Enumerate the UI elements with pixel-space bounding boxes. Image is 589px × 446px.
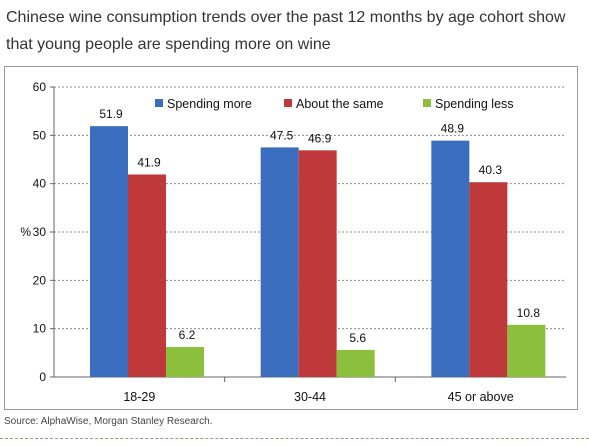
bars [90, 126, 546, 378]
data-label: 41.9 [137, 155, 161, 169]
bar [166, 347, 204, 377]
chart-frame: 0 10 20 30 40 50 60% 18-29 30-44 45 or above 51.9… [4, 66, 578, 410]
y-tick-label: 50 [33, 128, 47, 142]
bar [431, 140, 470, 377]
bar-chart: 0 10 20 30 40 50 60% 18-29 30-44 45 or above 51.9… [20, 80, 566, 404]
y-tick-label: 10 [33, 322, 47, 336]
data-label: 6.2 [179, 328, 196, 342]
y-tick-label: 60 [33, 80, 47, 94]
legend-swatch [284, 99, 292, 107]
legend-swatch [155, 99, 163, 107]
bar [469, 182, 508, 377]
bar [260, 147, 299, 377]
legend-swatch [423, 99, 431, 107]
legend-label: Spending less [435, 97, 514, 111]
bar [90, 126, 128, 378]
legend-label: Spending more [167, 97, 252, 111]
bar [336, 349, 375, 377]
page-divider [0, 438, 589, 439]
y-tick-label: 40 [33, 177, 47, 191]
bar [298, 150, 337, 377]
y-tick-label: 30 [33, 225, 47, 239]
x-tick-label: 30-44 [294, 390, 326, 404]
data-labels: 51.9 41.9 6.2 47.5 46.9 5.6 48.9 40.3 10.8 [99, 107, 540, 345]
legend: Spending more About the same Spending less [155, 97, 514, 111]
data-label: 47.5 [270, 128, 294, 142]
chart-headline: Chinese wine consumption trends over the… [6, 9, 566, 53]
y-tick-label: 0 [39, 370, 46, 384]
source-note: Source: AlphaWise, Morgan Stanley Resear… [4, 416, 213, 427]
x-tick-label: 18-29 [123, 390, 155, 404]
data-label: 5.6 [349, 331, 366, 345]
bar [128, 174, 166, 377]
data-label: 48.9 [441, 122, 465, 136]
data-label: 10.8 [517, 306, 541, 320]
data-label: 46.9 [308, 131, 332, 145]
data-label: 51.9 [99, 107, 123, 121]
x-tick-label: 45 or above [448, 390, 514, 404]
bar [507, 324, 546, 377]
y-axis-label: % [20, 225, 31, 239]
legend-label: About the same [296, 97, 384, 111]
data-label: 40.3 [479, 163, 503, 177]
y-tick-label: 20 [33, 273, 47, 287]
